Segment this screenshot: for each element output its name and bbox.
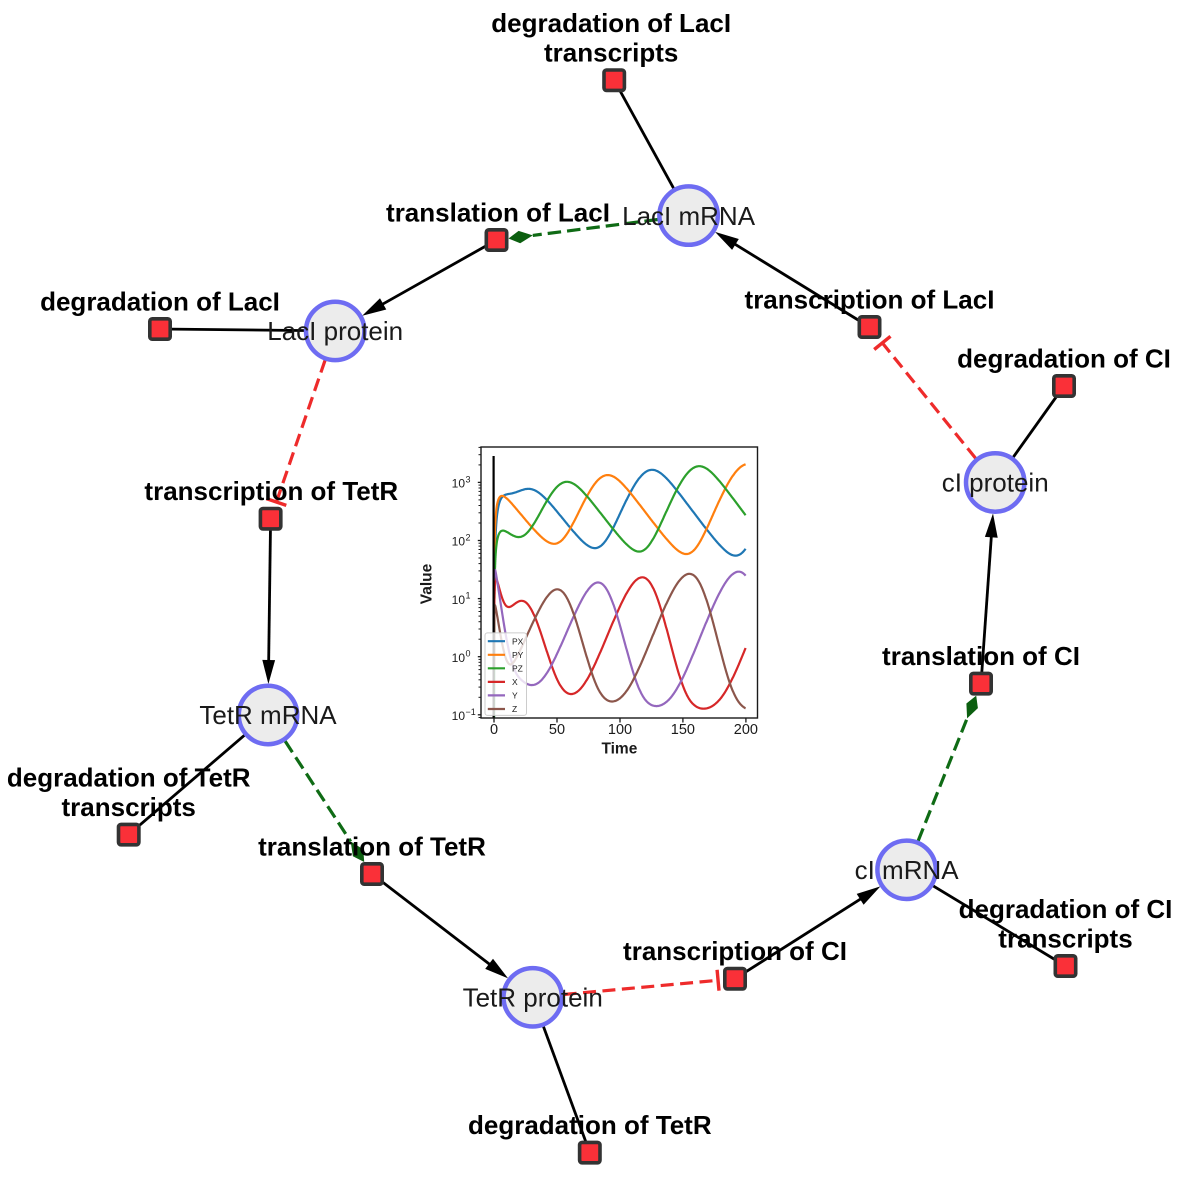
- svg-text:degradation of CI: degradation of CI: [959, 894, 1173, 924]
- svg-text:degradation of TetR: degradation of TetR: [7, 763, 251, 793]
- svg-text:transcription of LacI: transcription of LacI: [745, 285, 995, 315]
- svg-text:translation of CI: translation of CI: [882, 641, 1080, 671]
- svg-text:TetR mRNA: TetR mRNA: [199, 700, 337, 730]
- svg-text:PZ: PZ: [512, 664, 523, 674]
- svg-text:LacI protein: LacI protein: [267, 316, 403, 346]
- svg-text:10: 10: [452, 651, 466, 665]
- svg-text:10: 10: [452, 535, 466, 549]
- svg-text:2: 2: [466, 533, 471, 543]
- svg-text:PX: PX: [512, 636, 524, 646]
- svg-text:transcription of TetR: transcription of TetR: [144, 476, 398, 506]
- svg-text:cI protein: cI protein: [942, 468, 1049, 498]
- svg-text:200: 200: [734, 722, 758, 738]
- svg-text:Time: Time: [601, 741, 637, 758]
- svg-text:10: 10: [452, 477, 466, 491]
- svg-text:3: 3: [466, 474, 471, 484]
- svg-text:10: 10: [452, 593, 466, 607]
- svg-text:Z: Z: [512, 704, 517, 714]
- svg-text:0: 0: [490, 722, 498, 738]
- svg-text:Y: Y: [512, 691, 518, 701]
- svg-text:50: 50: [549, 722, 565, 738]
- svg-text:LacI mRNA: LacI mRNA: [622, 201, 756, 231]
- svg-text:degradation of LacI: degradation of LacI: [40, 287, 280, 317]
- svg-text:degradation of CI: degradation of CI: [957, 344, 1171, 374]
- svg-text:degradation of TetR: degradation of TetR: [468, 1110, 712, 1140]
- svg-text:translation of LacI: translation of LacI: [386, 198, 610, 228]
- svg-text:degradation of LacI: degradation of LacI: [491, 8, 731, 38]
- svg-text:PY: PY: [512, 650, 524, 660]
- svg-text:cI mRNA: cI mRNA: [855, 855, 960, 885]
- svg-text:transcripts: transcripts: [998, 924, 1132, 954]
- svg-text:100: 100: [608, 722, 632, 738]
- svg-text:10: 10: [452, 709, 466, 723]
- svg-text:150: 150: [671, 722, 695, 738]
- svg-text:TetR protein: TetR protein: [463, 983, 603, 1013]
- svg-text:Value: Value: [419, 563, 436, 604]
- svg-text:1: 1: [466, 591, 471, 601]
- svg-text:0: 0: [466, 649, 471, 659]
- svg-text:−1: −1: [466, 707, 476, 717]
- svg-text:transcripts: transcripts: [62, 792, 196, 822]
- svg-text:translation of TetR: translation of TetR: [258, 832, 486, 862]
- svg-text:X: X: [512, 677, 518, 687]
- svg-text:transcription of CI: transcription of CI: [623, 936, 847, 966]
- svg-text:transcripts: transcripts: [544, 38, 678, 68]
